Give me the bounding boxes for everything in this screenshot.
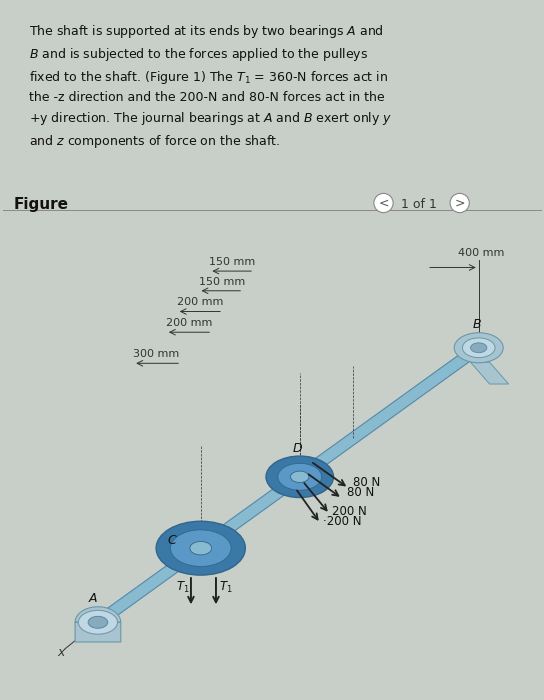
Text: ·200 N: ·200 N [323,515,362,528]
Text: $D$: $D$ [292,442,302,455]
Text: Figure: Figure [14,197,69,211]
Text: $T_1$: $T_1$ [176,580,189,595]
Text: 400 mm: 400 mm [458,248,505,258]
Ellipse shape [471,343,487,353]
Polygon shape [471,363,509,384]
Text: 200 mm: 200 mm [177,298,223,307]
Text: The shaft is supported at its ends by two bearings $A$ and
$B$ and is subjected : The shaft is supported at its ends by tw… [29,22,393,150]
Text: 80 N: 80 N [353,476,380,489]
Text: $C$: $C$ [167,534,178,547]
Ellipse shape [170,530,231,566]
Ellipse shape [266,456,333,498]
Text: <: < [378,197,389,209]
Polygon shape [94,343,483,626]
Text: 300 mm: 300 mm [133,349,180,359]
Text: 200 N: 200 N [332,505,367,518]
Ellipse shape [278,463,322,490]
Ellipse shape [290,471,309,482]
Ellipse shape [88,616,108,629]
Polygon shape [75,607,121,642]
Text: $x$: $x$ [57,646,67,659]
Text: 80 N: 80 N [347,486,374,500]
Text: $B$: $B$ [472,318,482,331]
Text: 150 mm: 150 mm [209,257,256,267]
Text: 150 mm: 150 mm [199,276,245,286]
Ellipse shape [156,522,245,575]
Ellipse shape [454,332,503,363]
Text: >: > [454,197,465,209]
Text: 1 of 1: 1 of 1 [401,197,437,211]
Ellipse shape [78,610,118,634]
Text: 200 mm: 200 mm [166,318,212,328]
Ellipse shape [190,541,212,555]
Text: $A$: $A$ [88,592,99,605]
Text: $T_1$: $T_1$ [219,580,233,595]
Ellipse shape [462,338,495,358]
